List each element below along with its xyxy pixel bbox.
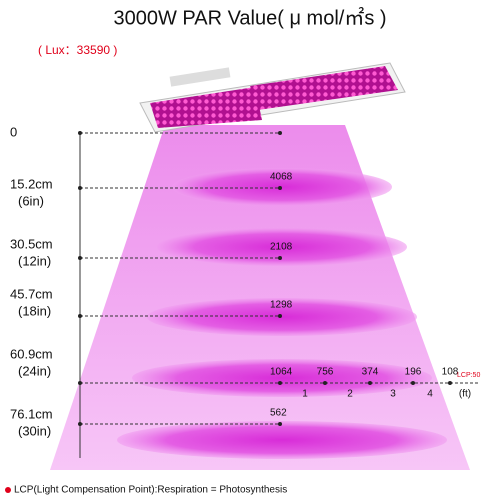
distance-tick: 3 — [390, 389, 396, 400]
distance-inch: (30in) — [18, 423, 51, 438]
par-value: 4068 — [270, 172, 293, 183]
distance-tick: 2 — [347, 389, 353, 400]
distance-inch: (12in) — [18, 253, 51, 268]
dot — [78, 131, 82, 135]
distance-tick: (ft) — [459, 389, 471, 400]
par-value: 1064 — [270, 367, 293, 378]
lamp — [139, 62, 406, 133]
light-spot — [117, 421, 447, 459]
dot — [278, 186, 282, 190]
distance-inch: (18in) — [18, 303, 51, 318]
dot — [368, 381, 372, 385]
distance-label: 0 — [10, 124, 17, 139]
par-value: 1298 — [270, 300, 293, 311]
light-spot — [157, 228, 407, 266]
dot — [278, 381, 282, 385]
lux: ( Lux：33590 ) — [38, 43, 117, 57]
par-value: 562 — [270, 408, 287, 419]
distance-label: 30.5cm — [10, 236, 53, 251]
distance-inch: (24in) — [18, 363, 51, 378]
dot — [78, 381, 82, 385]
par-value: 756 — [317, 367, 334, 378]
light-spot — [147, 298, 417, 336]
light-spot — [132, 359, 432, 397]
par-value: 108 — [442, 367, 459, 378]
par-value: 2108 — [270, 242, 293, 253]
dot — [323, 381, 327, 385]
dot — [411, 381, 415, 385]
dot — [448, 381, 452, 385]
distance-tick: 4 — [427, 389, 433, 400]
par-value: 196 — [405, 367, 422, 378]
bullet — [5, 487, 11, 493]
distance-label: 60.9cm — [10, 346, 53, 361]
dot — [78, 314, 82, 318]
distance-tick: 1 — [302, 389, 308, 400]
dot — [78, 256, 82, 260]
distance-inch: (6in) — [18, 193, 44, 208]
distance-label: 76.1cm — [10, 406, 53, 421]
dot — [278, 314, 282, 318]
distance-label: 15.2cm — [10, 176, 53, 191]
distance-label: 45.7cm — [10, 286, 53, 301]
dot — [78, 186, 82, 190]
dot — [278, 131, 282, 135]
light-spot — [172, 168, 392, 206]
par-value: 374 — [362, 367, 379, 378]
dot — [278, 422, 282, 426]
title: 3000W PAR Value( μ mol/㎡s ) — [113, 5, 386, 29]
footer: LCP(Light Compensation Point):Respiratio… — [14, 485, 287, 496]
dot — [78, 422, 82, 426]
dot — [278, 256, 282, 260]
lcp-label: LCP:50 — [457, 372, 480, 379]
